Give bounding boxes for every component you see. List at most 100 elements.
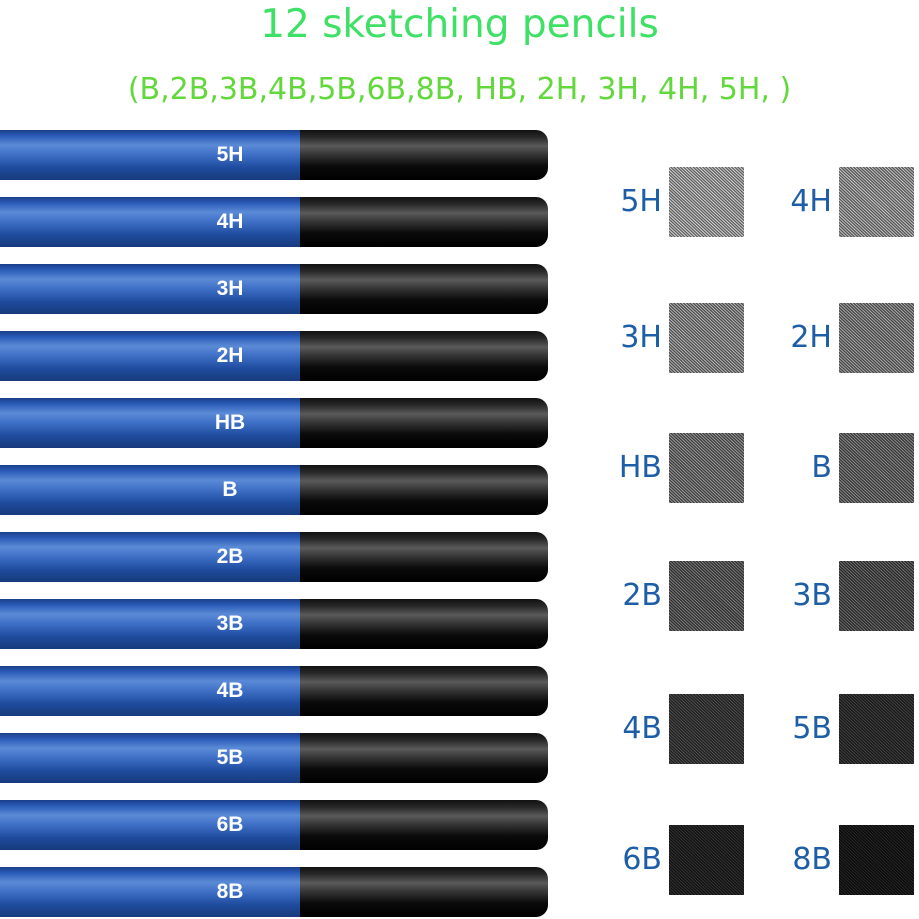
hatch-line xyxy=(838,302,915,374)
hatch-line xyxy=(844,302,915,369)
hatch-line xyxy=(838,352,861,374)
hatch-line xyxy=(693,166,745,215)
hatch-line xyxy=(895,560,915,579)
hatch-line xyxy=(863,302,915,351)
swatch-fill xyxy=(669,694,744,764)
hatch-line xyxy=(838,328,887,374)
hatch-line xyxy=(844,824,915,891)
shading-swatch-3h xyxy=(668,302,745,374)
hatch-line xyxy=(674,432,745,499)
hatch-line xyxy=(838,862,874,896)
hatch-line xyxy=(668,877,688,896)
hatch-line xyxy=(838,440,906,504)
hatch-line xyxy=(872,432,915,472)
hatch-line xyxy=(668,580,723,632)
hatch-line xyxy=(712,560,745,591)
hatch-line xyxy=(668,482,691,504)
hatch-line xyxy=(892,824,915,846)
hatch-line xyxy=(838,222,855,238)
hatch-line xyxy=(686,166,745,221)
hatch-line xyxy=(838,577,896,632)
hatch-line xyxy=(668,731,704,765)
hatch-line xyxy=(722,166,745,188)
pencil-8b: 8B xyxy=(0,867,548,917)
hatch-line xyxy=(725,824,745,843)
hatch-line xyxy=(892,560,915,582)
hatch-line xyxy=(838,166,915,238)
hatch-line xyxy=(668,560,745,632)
title: 12 sketching pencils xyxy=(260,2,659,47)
hatch-line xyxy=(668,168,743,238)
hatch-line xyxy=(882,693,915,724)
hatch-line xyxy=(670,166,745,236)
hatch-line xyxy=(725,302,745,321)
hatch-line xyxy=(690,560,745,612)
hatch-line xyxy=(895,432,915,451)
hatch-line xyxy=(873,560,915,600)
shading-swatch-8b xyxy=(838,824,915,896)
hatch-line xyxy=(703,824,745,864)
hatch-line xyxy=(668,310,736,374)
hatch-line xyxy=(728,824,745,840)
hatch-line xyxy=(872,166,915,206)
hatch-line xyxy=(838,434,913,504)
hatch-line xyxy=(718,432,745,457)
hatch-line xyxy=(715,824,745,852)
hatch-line xyxy=(838,479,865,504)
hatch-line xyxy=(895,824,915,843)
hatch-line xyxy=(838,847,890,896)
hatch-line xyxy=(668,207,701,238)
hatch-line xyxy=(838,880,855,896)
hatch-line xyxy=(838,616,855,632)
hatch-line xyxy=(869,560,915,603)
hatch-line xyxy=(677,166,745,230)
hatch-line xyxy=(838,868,868,896)
hatch-line xyxy=(838,598,874,632)
hatch-line xyxy=(668,844,723,896)
hatch-line xyxy=(856,166,915,221)
hatch-line xyxy=(853,693,915,751)
hatch-line xyxy=(885,302,915,330)
pencil-end xyxy=(300,197,548,247)
hatch-line xyxy=(668,222,685,238)
shading-swatch-hb xyxy=(668,432,745,504)
hatch-line xyxy=(693,824,745,873)
hatch-line xyxy=(668,304,743,374)
hatch-line xyxy=(844,560,915,627)
hatch-line xyxy=(725,560,745,579)
pencil-body xyxy=(0,197,300,247)
pencil-grade: 5H xyxy=(216,143,244,166)
hatch-line xyxy=(838,693,915,765)
hatch-line xyxy=(690,693,745,745)
hatch-line xyxy=(838,707,900,765)
hatch-line xyxy=(668,719,717,765)
shading-swatch-b xyxy=(838,432,915,504)
hatch-line xyxy=(838,216,861,238)
shading-swatch-2b xyxy=(668,560,745,632)
hatch-line xyxy=(838,701,906,765)
pencil-5b: 5B xyxy=(0,733,548,783)
hatch-line xyxy=(668,186,723,238)
pencil-end xyxy=(300,867,548,917)
hatch-line xyxy=(702,302,745,342)
hatch-line xyxy=(838,219,858,238)
hatch-line xyxy=(866,824,915,870)
hatch-line xyxy=(838,461,884,504)
hatch-line xyxy=(668,334,711,374)
hatch-line xyxy=(674,560,745,627)
hatch-line xyxy=(668,449,727,504)
hatch-line xyxy=(668,713,723,765)
hatch-line xyxy=(671,693,745,763)
hatch-line xyxy=(674,693,745,760)
swatch-fill xyxy=(669,825,744,895)
hatch-line xyxy=(888,166,915,191)
hatch-line xyxy=(841,560,915,630)
pencil-grade: 4B xyxy=(216,679,244,702)
hatch-line xyxy=(838,871,864,896)
hatch-line xyxy=(668,734,701,765)
hatch-line xyxy=(838,316,900,374)
pencil-body xyxy=(0,867,300,917)
hatch-line xyxy=(702,560,745,600)
hatch-line xyxy=(699,693,745,736)
hatch-line xyxy=(728,166,745,182)
